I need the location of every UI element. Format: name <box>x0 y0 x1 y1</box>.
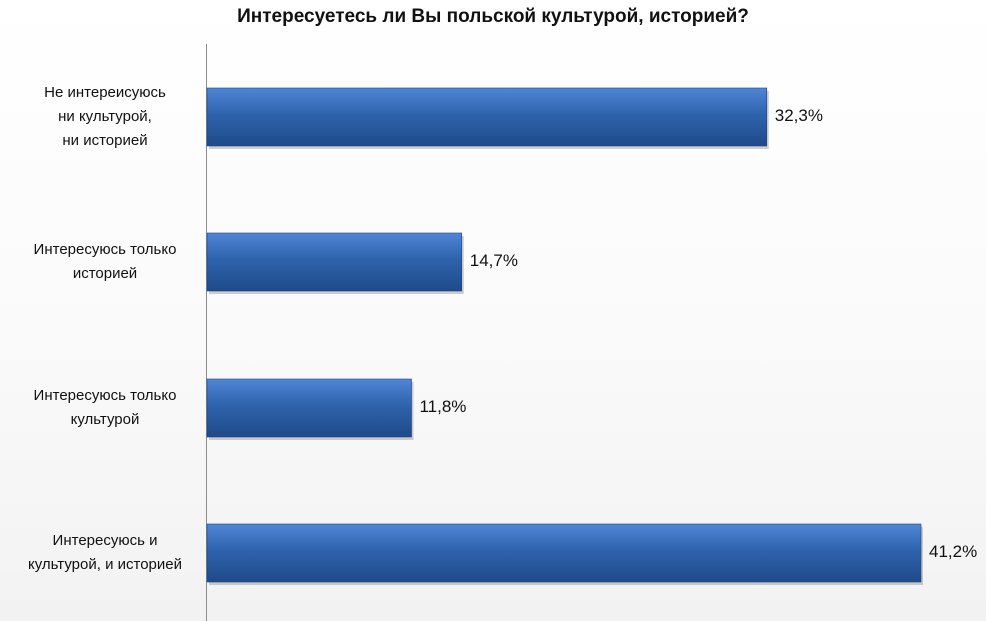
category-label-4: Интересуюсь и культурой, и историей <box>28 532 182 573</box>
bar-3 <box>206 378 412 438</box>
bars-group <box>206 87 923 585</box>
category-label-2: Интересуюсь только историей <box>33 241 177 282</box>
data-label-4: 41,2% <box>929 542 978 561</box>
bar-4 <box>206 523 922 583</box>
data-label-3: 11,8% <box>419 397 467 416</box>
data-label-2: 14,7% <box>469 251 518 270</box>
chart-title: Интересуетесь ли Вы польской культурой, … <box>237 6 749 27</box>
bar-2 <box>206 232 463 292</box>
category-label-3: Интересуюсь только культурой <box>33 387 177 428</box>
data-label-1: 32,3% <box>774 106 823 125</box>
bar-1 <box>206 87 768 147</box>
category-label-1: Не интереисуюсь ни культурой, ни историей <box>44 84 166 149</box>
